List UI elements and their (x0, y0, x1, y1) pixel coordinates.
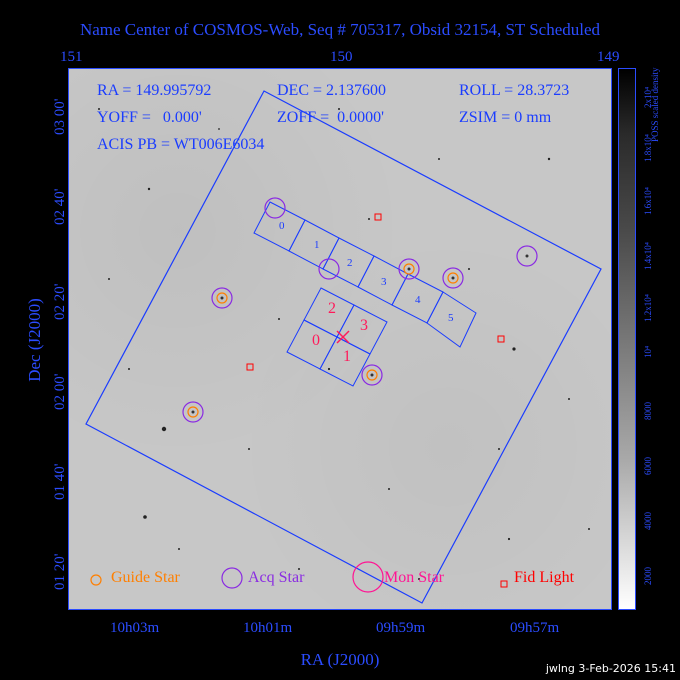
acis-s-chip-label: 0 (279, 220, 285, 232)
y-tick-label: 01 40' (52, 463, 68, 500)
acq-star-marker (361, 364, 383, 386)
guide-star-marker (447, 272, 459, 284)
y-tick-label: 02 40' (52, 188, 68, 225)
acq-stars (182, 197, 538, 423)
zsim-readout: ZSIM = 0 mm (459, 109, 552, 126)
y-axis-label: Dec (J2000) (25, 298, 44, 382)
acis-s-array (253, 201, 477, 348)
acq-star-marker (442, 267, 464, 289)
legend-guide-label: Guide Star (111, 569, 180, 586)
y-tick-label: 01 20' (52, 553, 68, 590)
colorbar-tick: 10⁴ (643, 345, 653, 358)
roll-readout: ROLL = 28.3723 (459, 82, 570, 99)
aimpoint-marker (336, 330, 350, 344)
acis-i-chip-label: 1 (343, 348, 351, 365)
acis-s-chip-label: 5 (448, 312, 454, 324)
acis-i-chip-label: 3 (360, 317, 368, 334)
zoff-readout: ZOFF = 0.0000' (277, 109, 385, 126)
acis-i-chip (319, 336, 371, 387)
top-tick-label: 149 (597, 49, 620, 65)
bottom-tick-label: 10h03m (110, 620, 160, 636)
legend-mon-label: Mon Star (384, 569, 444, 586)
colorbar-tick: 8000 (643, 402, 653, 420)
acis-pb-readout: ACIS PB = WT006E6034 (97, 136, 265, 153)
acis-s-chip-label: 1 (314, 239, 320, 251)
x-axis-label: RA (J2000) (300, 650, 380, 669)
colorbar-tick: 1.6x10⁴ (643, 187, 653, 215)
dec-readout: DEC = 2.137600 (277, 82, 387, 99)
acis-i-chip-label: 2 (328, 300, 336, 317)
plot-title: Name Center of COSMOS-Web, Seq # 705317,… (79, 20, 601, 39)
y-tick-label: 02 20' (52, 283, 68, 320)
acis-s-chip-label: 2 (347, 257, 353, 269)
fid-lights (246, 213, 505, 371)
legend-acq-icon (221, 567, 243, 589)
overlay-svg (85, 90, 602, 604)
acq-star-marker (398, 258, 420, 280)
y-tick-label: 02 00' (52, 373, 68, 410)
bottom-tick-label: 10h01m (243, 620, 293, 636)
acis-s-chip-label: 3 (381, 276, 387, 288)
acq-star-marker (211, 287, 233, 309)
background-stars (98, 108, 590, 580)
bottom-tick-label: 09h57m (510, 620, 560, 636)
top-tick-label: 151 (60, 49, 83, 65)
guide-star-marker (366, 369, 378, 381)
guide-star-dots (191, 254, 529, 414)
colorbar-tick: 1.4x10⁴ (643, 242, 653, 270)
acq-star-marker (516, 245, 538, 267)
colorbar-tick: 6000 (643, 457, 653, 475)
colorbar (618, 68, 636, 610)
legend-fid-label: Fid Light (514, 569, 575, 586)
acis-i-array (286, 287, 388, 387)
timestamp-footer: jwlng 3-Feb-2026 15:41 (545, 662, 676, 675)
fov-outline (85, 90, 602, 604)
colorbar-label: POSS scaled density (650, 67, 660, 142)
acis-i-chip-label: 0 (312, 332, 320, 349)
fid-light-marker (374, 213, 382, 221)
fid-light-marker (246, 363, 254, 371)
legend-mon-icon (352, 561, 384, 593)
sky-image-panel: 0 1 2 3 4 5 2 3 0 1 RA = 149.995792 DEC … (68, 68, 612, 610)
acq-star-marker (264, 197, 286, 219)
legend-acq-label: Acq Star (248, 569, 305, 586)
top-tick-label: 150 (330, 49, 353, 65)
colorbar-tick: 1.2x10⁴ (643, 294, 653, 322)
colorbar-tick: 4000 (643, 512, 653, 530)
legend-fid-icon (500, 580, 508, 588)
legend-guide-icon (90, 574, 102, 586)
acis-s-chip-label: 4 (415, 294, 421, 306)
ra-readout: RA = 149.995792 (97, 82, 212, 99)
guide-star-marker (187, 406, 199, 418)
y-tick-label: 03 00' (52, 98, 68, 135)
fid-light-marker (497, 335, 505, 343)
acq-star-marker (318, 258, 340, 280)
yoff-readout: YOFF = 0.000' (97, 109, 202, 126)
acis-s-chip (426, 291, 477, 348)
bottom-tick-label: 09h59m (376, 620, 426, 636)
acq-star-marker (182, 401, 204, 423)
guide-star-marker (403, 263, 415, 275)
guide-star-marker (216, 292, 228, 304)
guide-stars (187, 263, 459, 418)
colorbar-tick: 2000 (643, 567, 653, 585)
